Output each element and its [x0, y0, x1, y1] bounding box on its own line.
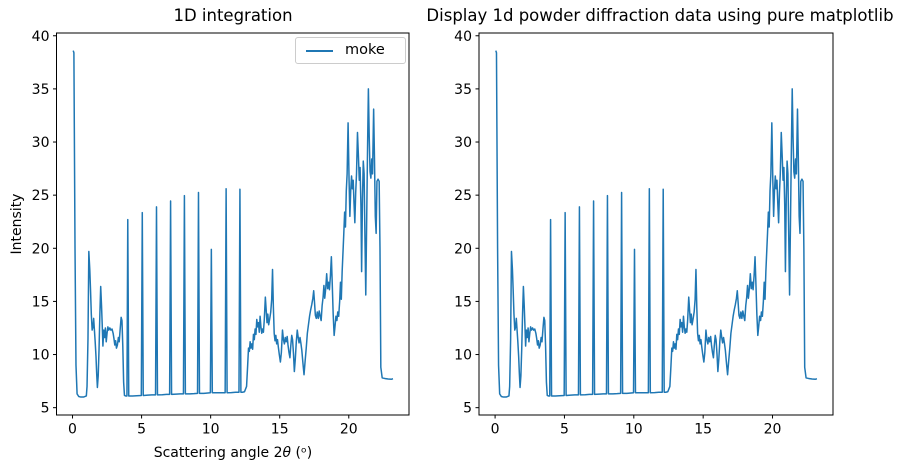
y-tick-label-0-25: 25 — [32, 188, 50, 204]
y-tick-label-1-40: 40 — [454, 29, 472, 45]
left-plot-title: 1D integration — [173, 6, 293, 25]
x-tick-label-0-0: 0 — [68, 422, 77, 438]
y-tick-label-0-20: 20 — [32, 241, 50, 257]
x-tick-label-0-10: 10 — [202, 422, 220, 438]
y-tick-label-1-20: 20 — [454, 241, 472, 257]
x-tick-label-1-20: 20 — [764, 422, 782, 438]
x-tick-label-0-5: 5 — [137, 422, 146, 438]
x-tick-label-1-10: 10 — [625, 422, 643, 438]
subplot-1: 0 5 10 15 20 5 10 15 20 25 30 35 40 — [454, 29, 834, 438]
legend-box: moke — [295, 37, 406, 64]
x-tick-label-0-15: 15 — [271, 422, 289, 438]
data-line-moke-0 — [72, 50, 394, 398]
subplot-0: 0 5 10 15 20 5 10 15 20 25 30 35 40 — [32, 29, 410, 438]
xlabel-text: Scattering angle 2 — [153, 445, 283, 461]
y-tick-label-1-30: 30 — [454, 135, 472, 151]
x-tick-label-0-20: 20 — [340, 422, 358, 438]
y-tick-label-0-40: 40 — [32, 29, 50, 45]
y-tick-label-1-10: 10 — [454, 348, 472, 364]
axes-spines-0 — [56, 32, 410, 416]
y-tick-label-1-5: 5 — [463, 401, 472, 417]
y-tick-label-0-30: 30 — [32, 135, 50, 151]
y-tick-label-1-25: 25 — [454, 188, 472, 204]
xlabel-units: (ᵒ) — [291, 445, 313, 461]
axes-spines-1 — [478, 32, 834, 416]
y-tick-label-0-10: 10 — [32, 348, 50, 364]
x-tick-label-1-0: 0 — [491, 422, 500, 438]
legend-line-sample — [306, 49, 333, 52]
y-tick-label-1-15: 15 — [454, 294, 472, 310]
y-tick-label-0-35: 35 — [32, 82, 50, 98]
y-tick-label-0-5: 5 — [41, 401, 50, 417]
left-plot-ylabel: Intensity — [9, 193, 25, 255]
left-plot-xlabel: Scattering angle 2θ (ᵒ) — [154, 445, 313, 461]
theta-symbol: θ — [282, 445, 292, 461]
x-tick-label-1-5: 5 — [560, 422, 569, 438]
right-plot-title: Display 1d powder diffraction data using… — [426, 6, 894, 25]
x-tick-label-1-15: 15 — [694, 422, 712, 438]
y-tick-label-0-15: 15 — [32, 294, 50, 310]
y-tick-label-1-35: 35 — [454, 82, 472, 98]
data-line-moke-1 — [495, 50, 818, 398]
legend-label: moke — [345, 42, 385, 59]
